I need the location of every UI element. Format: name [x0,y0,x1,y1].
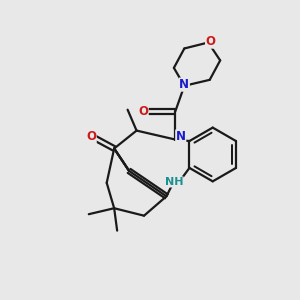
Text: O: O [206,35,216,48]
Text: O: O [138,105,148,118]
Text: N: N [179,78,189,91]
Text: NH: NH [165,177,183,187]
Text: O: O [86,130,96,143]
Text: N: N [176,130,186,143]
